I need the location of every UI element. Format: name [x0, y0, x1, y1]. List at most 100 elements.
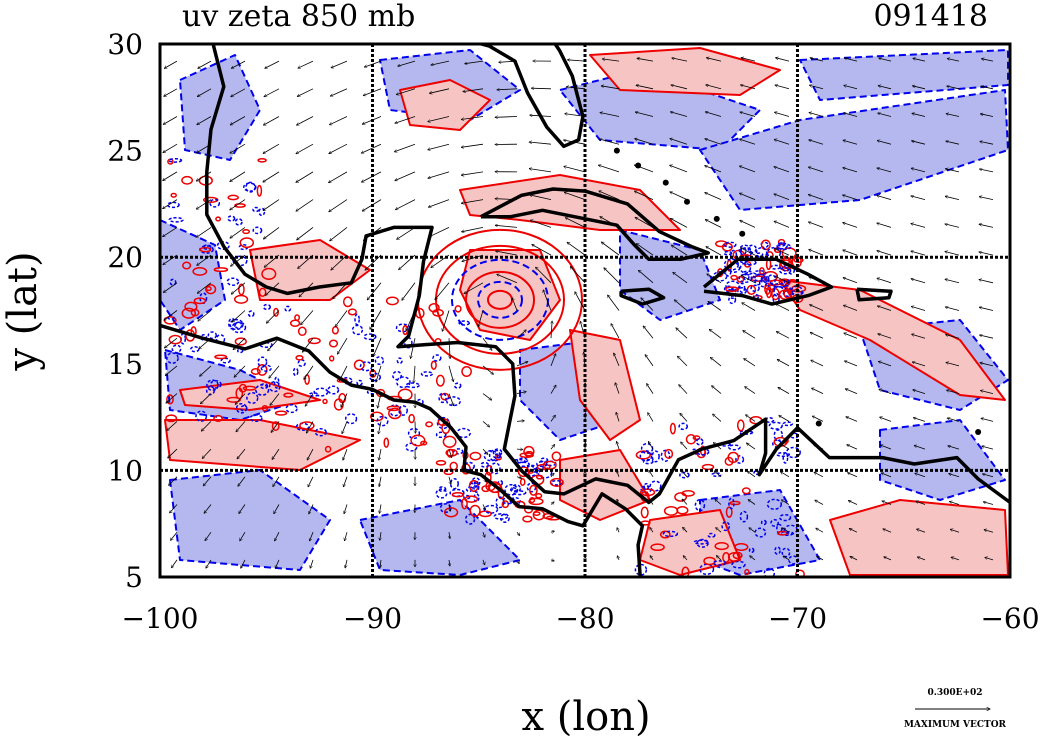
wind-vector — [166, 393, 178, 404]
wind-vector — [565, 218, 586, 228]
coastline — [480, 187, 710, 262]
wind-vector — [497, 274, 518, 284]
wind-vector — [566, 87, 586, 90]
small-scale-contour — [640, 506, 649, 519]
small-scale-contour — [480, 461, 490, 468]
wind-vector — [266, 310, 280, 324]
wind-vector — [683, 556, 688, 561]
small-scale-contour — [777, 243, 792, 251]
small-scale-contour — [228, 317, 236, 330]
wind-vector — [464, 282, 484, 294]
small-scale-contour — [739, 262, 752, 274]
wind-vector — [164, 310, 178, 321]
wind-vector — [344, 504, 348, 514]
wind-vector — [635, 139, 654, 145]
wind-vector — [673, 272, 688, 284]
wind-vector — [380, 559, 381, 568]
wind-vector — [516, 330, 526, 339]
wind-vector — [742, 303, 756, 311]
wind-vector — [163, 143, 178, 152]
wind-vector — [230, 227, 246, 238]
small-scale-contour — [252, 226, 263, 235]
wind-vector — [263, 143, 280, 153]
small-scale-contour — [169, 278, 177, 286]
wind-vector — [981, 86, 994, 90]
small-scale-contour — [214, 354, 228, 360]
wind-vector — [650, 556, 654, 561]
small-scale-contour — [435, 374, 445, 387]
small-scale-contour — [299, 421, 315, 431]
wind-vector — [715, 499, 722, 505]
wind-vector — [775, 85, 790, 90]
wind-vector — [679, 385, 688, 394]
wind-vector — [199, 337, 212, 349]
wind-vector — [263, 171, 280, 182]
wind-vector — [567, 242, 586, 256]
wind-vector — [643, 326, 654, 339]
wind-vector — [309, 504, 314, 514]
small-scale-contour — [227, 194, 239, 201]
wind-vector — [879, 58, 892, 62]
wind-vector — [429, 227, 450, 236]
small-scale-contour — [760, 241, 769, 249]
wind-vector — [740, 248, 756, 256]
wind-vector — [306, 421, 314, 433]
small-scale-contour — [483, 449, 499, 462]
small-scale-contour — [195, 410, 208, 422]
wind-vector — [670, 112, 688, 117]
small-scale-contour — [776, 242, 788, 250]
wind-vector — [529, 142, 552, 145]
vortex-contour-ring — [477, 280, 523, 319]
positive-vorticity-region — [399, 79, 491, 131]
y-axis-label: y (lat) — [0, 251, 46, 371]
small-scale-contour — [739, 247, 747, 256]
wind-vector — [848, 501, 858, 505]
wind-vector — [268, 337, 280, 351]
small-scale-contour — [725, 286, 740, 293]
wind-vector — [608, 295, 620, 311]
x-tick-label: −80 — [555, 602, 614, 635]
wind-vector — [517, 559, 519, 564]
wind-vector — [950, 529, 960, 533]
small-scale-contour — [407, 427, 421, 440]
wind-vector — [197, 88, 212, 97]
small-scale-contour — [234, 337, 247, 346]
wind-vector — [202, 448, 212, 458]
wind-vector — [749, 528, 756, 533]
wind-vector — [750, 556, 756, 561]
negative-vorticity-region — [699, 89, 1009, 211]
coastline-layer — [160, 44, 1010, 577]
small-scale-contour — [490, 462, 501, 475]
wind-vector — [672, 58, 688, 62]
small-scale-contour — [383, 437, 390, 448]
wind-vector — [395, 171, 416, 181]
small-scale-contour — [795, 569, 805, 577]
wind-vector — [614, 353, 620, 367]
wind-vector — [265, 282, 280, 296]
wind-vector — [298, 60, 314, 68]
wind-vector — [482, 476, 487, 482]
small-scale-contour — [416, 398, 424, 406]
wind-vector — [843, 195, 858, 200]
negative-vorticity-region — [169, 469, 331, 571]
small-scale-contour — [170, 192, 177, 198]
wind-vector — [912, 86, 926, 90]
wind-vector — [705, 193, 722, 200]
wind-vector — [946, 362, 960, 367]
wind-vector — [263, 199, 280, 211]
wind-vector — [235, 393, 246, 405]
small-scale-contour — [732, 551, 743, 560]
wind-vector — [912, 362, 926, 367]
small-scale-contour — [752, 293, 760, 300]
small-scale-contour — [464, 495, 479, 503]
small-scale-contour — [793, 257, 804, 263]
small-scale-contour — [723, 250, 733, 256]
wind-vector — [674, 300, 688, 311]
wind-vector — [307, 448, 314, 460]
small-scale-contour — [723, 285, 734, 293]
small-scale-contour — [438, 486, 447, 493]
small-scale-contour — [199, 246, 212, 253]
wind-vector — [980, 363, 994, 367]
small-scale-contour — [432, 354, 442, 362]
small-scale-contour — [342, 296, 353, 308]
